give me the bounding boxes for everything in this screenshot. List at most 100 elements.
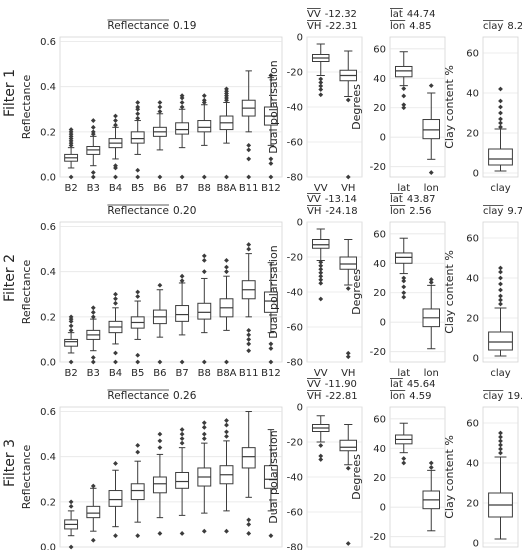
outlier-point: [157, 445, 163, 451]
chart-title-line: VH -22.31: [307, 20, 358, 32]
outlier-point: [224, 418, 229, 423]
chart-title-line: lon 4.59: [390, 390, 432, 402]
x-tick-label: B11: [239, 368, 259, 379]
chart-title-line: lat 44.74: [390, 8, 435, 20]
y-tick-label: 0.4: [40, 452, 56, 463]
title-value: 19.67: [507, 391, 522, 402]
outlier-point: [268, 156, 274, 162]
x-tick-label: VH: [341, 183, 355, 194]
outlier-point: [498, 124, 503, 130]
row-label-filter-2: Filter 2: [2, 254, 18, 302]
y-tick-label: 0.4: [40, 82, 56, 93]
outlier-point: [246, 517, 252, 523]
box-iqr: [197, 302, 212, 320]
outlier-point: [90, 124, 96, 130]
outlier-point: [157, 104, 163, 110]
box-B7: [175, 93, 190, 180]
title-overline-text: Reflectance: [107, 390, 169, 402]
y-axis-label: Degrees: [350, 269, 363, 315]
y-axis-label: Degrees: [350, 84, 363, 130]
box-VV: [312, 228, 330, 302]
box-B5: [130, 442, 145, 539]
y-tick-label: -80: [287, 173, 303, 184]
box-iqr: [130, 483, 145, 501]
box-B7: [175, 427, 190, 536]
box-B4: [108, 113, 123, 180]
chart-reflectance-1: 0.0 0.2 0.4 0.6 Reflectance Reflectance 0.19 B2…: [20, 19, 283, 194]
box-B2: [64, 127, 79, 180]
outlier-point: [135, 533, 141, 539]
y-tick-label: -60: [287, 508, 303, 519]
outlier-point: [268, 533, 274, 539]
y-tick-label: -40: [287, 288, 303, 299]
outlier-point: [428, 460, 434, 466]
outlier-point: [68, 503, 74, 509]
outlier-point: [318, 277, 324, 283]
title-overline-text: lon: [390, 206, 405, 217]
row-label-filter-3: Filter 3: [2, 439, 18, 487]
chart-title-line: VV -12.32: [307, 8, 357, 20]
y-tick-label: 0.0: [40, 358, 56, 369]
y-tick-label: 0.6: [40, 407, 56, 418]
box-clay: [488, 86, 513, 172]
y-tick-label: 0.4: [40, 267, 56, 278]
outlier-point: [224, 264, 229, 270]
box-clay: [488, 265, 513, 357]
outlier-point: [113, 296, 118, 302]
box-B3: [86, 483, 101, 543]
box-iqr: [339, 439, 357, 452]
y-tick-label: 0: [297, 403, 303, 414]
outlier-point: [179, 93, 185, 99]
outlier-point: [401, 294, 407, 300]
outlier-point: [318, 87, 324, 92]
outlier-point: [401, 86, 407, 91]
title-value: -24.18: [325, 206, 357, 217]
outlier-point: [401, 275, 407, 281]
outlier-point: [113, 122, 118, 128]
chart-title-line: clay 8.21: [483, 20, 522, 32]
outlier-point: [157, 431, 163, 437]
outlier-point: [201, 431, 207, 437]
box-lon: [422, 277, 440, 350]
y-tick-label: 20: [466, 129, 479, 140]
outlier-point: [113, 163, 118, 169]
title-overline-text: VV: [307, 194, 321, 205]
x-tick-label: B12: [261, 368, 281, 379]
outlier-point: [224, 429, 229, 435]
outlier-point: [179, 359, 185, 365]
x-tick-label: lat: [397, 183, 410, 194]
outlier-point: [498, 104, 503, 110]
outlier-point: [401, 278, 407, 284]
x-tick-label: B3: [87, 183, 100, 194]
y-tick-label: 0: [380, 318, 386, 329]
outlier-point: [90, 314, 96, 320]
outlier-point: [318, 92, 324, 98]
outlier-point: [498, 442, 503, 448]
chart-clay-1: 0 20 40 60 Clay content % clay 8.21 clay: [443, 20, 522, 194]
box-B2: [64, 499, 79, 550]
title-overline-text: clay: [483, 206, 503, 217]
outlier-point: [318, 280, 324, 286]
outlier-point: [246, 341, 252, 347]
box-clay: [488, 430, 513, 540]
x-tick-label: B4: [109, 183, 122, 194]
outlier-point: [498, 301, 503, 307]
title-value: 4.85: [409, 21, 431, 32]
y-tick-label: -20: [287, 253, 303, 264]
title-value: -11.90: [325, 379, 357, 390]
y-tick-label: -20: [370, 162, 386, 173]
outlier-point: [224, 359, 229, 365]
x-tick-label: B7: [175, 183, 188, 194]
y-tick-label: 60: [466, 419, 479, 430]
outlier-point: [224, 269, 229, 275]
y-tick-label: 20: [373, 473, 386, 484]
y-tick-label: 0: [380, 133, 386, 144]
outlier-point: [179, 531, 185, 536]
x-tick-label: B2: [64, 368, 77, 379]
outlier-point: [90, 174, 96, 180]
outlier-point: [113, 350, 118, 356]
outlier-point: [318, 273, 324, 279]
outlier-point: [318, 80, 324, 85]
